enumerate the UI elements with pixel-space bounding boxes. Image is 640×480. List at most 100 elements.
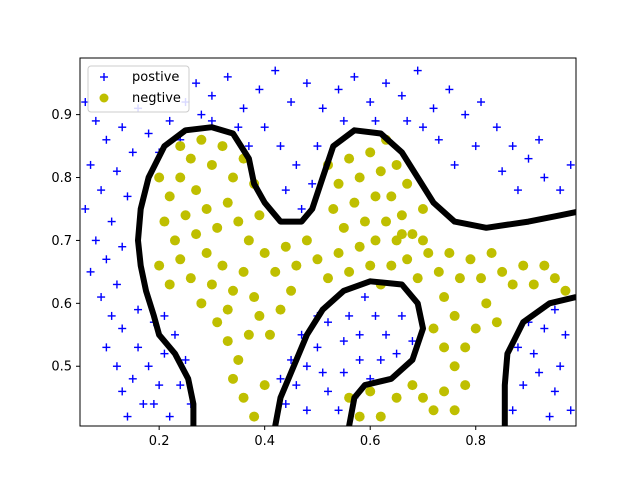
negative-point: [396, 210, 407, 221]
negative-point: [291, 260, 302, 271]
negative-point: [275, 304, 286, 315]
positive-point: [318, 368, 327, 377]
legend: postive negtive: [87, 65, 190, 113]
negative-point: [175, 172, 186, 183]
positive-point: [513, 186, 522, 195]
x-tick-label: 0.6: [360, 434, 381, 449]
positive-point: [350, 72, 359, 81]
negative-point: [460, 342, 471, 353]
negative-point: [439, 292, 450, 303]
positive-point: [397, 91, 406, 100]
positive-point: [86, 160, 95, 169]
y-tick-label: 0.9: [51, 108, 72, 123]
positive-point: [371, 311, 380, 320]
positive-point: [281, 186, 290, 195]
positive-point: [445, 85, 454, 94]
negative-point: [212, 222, 223, 233]
negative-point: [444, 248, 455, 259]
negative-point: [154, 172, 165, 183]
negative-point: [333, 248, 344, 259]
positive-point: [566, 160, 575, 169]
negative-point: [175, 254, 186, 265]
negative-point: [338, 222, 349, 233]
positive-point: [91, 116, 100, 125]
positive-point: [413, 66, 422, 75]
positive-point: [513, 343, 522, 352]
negative-point: [212, 317, 223, 328]
positive-point: [566, 406, 575, 415]
series-negative: [154, 134, 571, 422]
positive-point: [160, 349, 169, 358]
positive-point: [519, 381, 528, 390]
positive-point: [134, 343, 143, 352]
negative-point: [428, 323, 439, 334]
positive-point: [276, 142, 285, 151]
positive-point: [207, 116, 216, 125]
positive-point: [313, 343, 322, 352]
positive-point: [339, 116, 348, 125]
positive-point: [524, 154, 533, 163]
negative-point: [243, 329, 254, 340]
decision-boundary-curve: [135, 124, 576, 426]
positive-point: [550, 305, 559, 314]
negative-point: [191, 229, 202, 240]
positive-point: [144, 129, 153, 138]
positive-point: [292, 160, 301, 169]
negative-point: [354, 172, 365, 183]
positive-point: [556, 362, 565, 371]
decision-boundary-group: [135, 124, 576, 426]
positive-point: [540, 173, 549, 182]
positive-point: [324, 318, 332, 327]
legend-label-positive: postive: [132, 70, 179, 85]
negative-point: [233, 216, 244, 227]
positive-point: [461, 110, 470, 119]
positive-point: [107, 217, 116, 226]
positive-point: [102, 343, 111, 352]
negative-point: [175, 141, 186, 152]
y-tick-label: 0.6: [51, 297, 72, 312]
negative-point: [481, 298, 492, 309]
positive-point: [197, 110, 206, 119]
negative-point: [428, 405, 439, 416]
negative-point: [312, 254, 323, 265]
positive-point: [102, 135, 111, 144]
data-points-group: [81, 66, 575, 422]
y-tick-label: 0.5: [51, 360, 72, 375]
positive-point: [134, 305, 143, 314]
positive-point: [408, 337, 417, 346]
positive-point: [397, 311, 406, 320]
negative-point: [396, 229, 407, 240]
negative-point: [159, 216, 170, 227]
positive-point: [170, 330, 179, 339]
negative-point: [391, 159, 402, 170]
positive-point: [107, 311, 116, 320]
negative-point: [344, 153, 355, 164]
positive-point: [102, 255, 111, 264]
positive-point: [181, 355, 190, 364]
negative-point: [507, 279, 518, 290]
negative-point: [217, 141, 228, 152]
positive-point: [144, 362, 153, 371]
negative-point: [370, 235, 381, 246]
negative-point: [217, 260, 228, 271]
positive-point: [234, 123, 243, 132]
positive-point: [355, 355, 364, 364]
positive-point: [123, 192, 132, 201]
negative-point: [465, 254, 476, 265]
positive-point: [308, 179, 317, 188]
negative-point: [323, 273, 333, 284]
negative-point: [449, 405, 460, 416]
negative-point: [196, 134, 207, 145]
negative-point: [359, 216, 370, 227]
positive-point: [540, 324, 549, 333]
negative-point: [454, 273, 465, 284]
negative-point: [328, 203, 339, 214]
positive-point: [207, 91, 216, 100]
legend-box: [87, 65, 190, 113]
negative-point: [201, 248, 212, 259]
negative-point: [280, 241, 291, 252]
negative-point: [497, 266, 508, 277]
negative-point: [476, 273, 487, 284]
positive-point: [334, 85, 343, 94]
negative-point: [412, 273, 423, 284]
